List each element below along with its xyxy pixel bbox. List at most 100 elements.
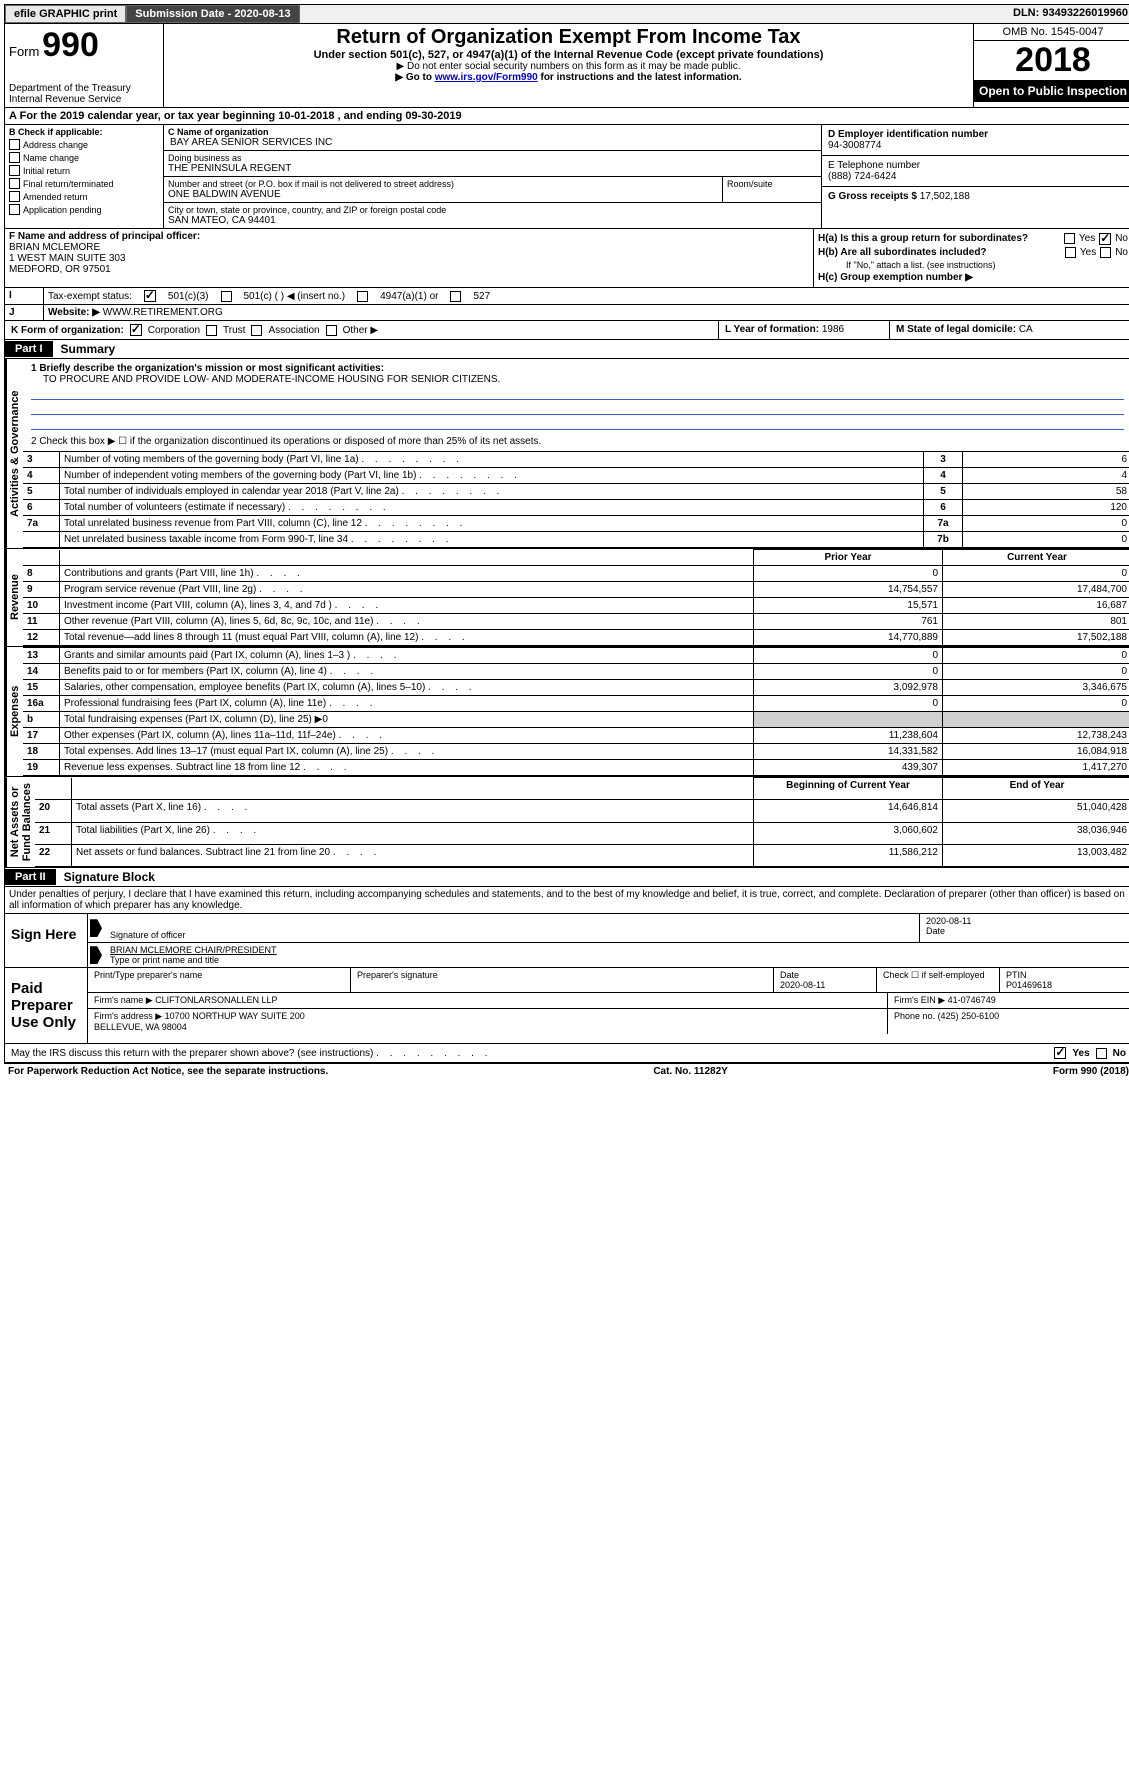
hb-yes-lbl: Yes: [1080, 247, 1096, 258]
chk-final-return[interactable]: [9, 178, 20, 189]
hb-yes[interactable]: [1065, 247, 1076, 258]
footer-right: Form 990 (2018): [1053, 1066, 1129, 1077]
tax-year: 2018: [974, 41, 1129, 80]
discuss-yes[interactable]: [1054, 1047, 1066, 1059]
box-k: K Form of organization: Corporation Trus…: [5, 321, 719, 339]
rule-line: [31, 385, 1124, 400]
chk-4947[interactable]: [357, 291, 368, 302]
dept-label: Department of the TreasuryInternal Reven…: [9, 83, 159, 105]
lbl-name-change: Name change: [23, 153, 79, 163]
dots: . . . . . . . . .: [376, 1048, 491, 1059]
ha-no[interactable]: [1099, 233, 1111, 245]
open-inspection: Open to Public Inspection: [974, 80, 1129, 102]
box-f-label: F Name and address of principal officer:: [9, 231, 809, 242]
boxk-label: K Form of organization:: [11, 325, 124, 336]
room-label: Room/suite: [723, 177, 821, 202]
chk-amended[interactable]: [9, 191, 20, 202]
lbl-application: Application pending: [23, 205, 102, 215]
website-label: Website: ▶: [48, 307, 100, 318]
tax-exempt-row: I Tax-exempt status: 501(c)(3) 501(c) ( …: [4, 288, 1129, 305]
lbl-corp: Corporation: [148, 325, 200, 336]
firm-ein-label: Firm's EIN ▶: [894, 995, 945, 1005]
discuss-yes-lbl: Yes: [1072, 1048, 1089, 1059]
prep-h2: Preparer's signature: [357, 970, 438, 980]
form-number: 990: [42, 26, 99, 64]
dln-label: DLN: 93493226019960: [1009, 5, 1129, 23]
dba-label: Doing business as: [168, 153, 817, 163]
sig-date: 2020-08-11: [926, 916, 1126, 926]
firm-phone: (425) 250-6100: [938, 1011, 1000, 1021]
submission-date-button[interactable]: Submission Date - 2020-08-13: [126, 5, 299, 23]
form-header: Form 990 Department of the TreasuryInter…: [4, 24, 1129, 108]
lbl-501c3: 501(c)(3): [168, 291, 209, 302]
part-i-title: Summary: [53, 340, 124, 358]
boxl-label: L Year of formation:: [725, 324, 819, 335]
box-c-label: C Name of organization: [168, 127, 817, 137]
footer-mid: Cat. No. 11282Y: [653, 1066, 727, 1077]
city-value: SAN MATEO, CA 94401: [168, 215, 817, 226]
lbl-501c: 501(c) ( ) ◀ (insert no.): [244, 291, 346, 302]
box-b: B Check if applicable: Address change Na…: [5, 125, 164, 228]
box-l: L Year of formation: 1986: [719, 321, 890, 339]
lbl-initial-return: Initial return: [23, 166, 70, 176]
lbl-address-change: Address change: [23, 140, 88, 150]
boxm-label: M State of legal domicile:: [896, 324, 1016, 335]
sign-arrow-icon: [90, 946, 102, 964]
vtab-activities: Activities & Governance: [5, 359, 23, 548]
prep-ptin: P01469618: [1006, 980, 1052, 990]
lbl-other: Other ▶: [343, 325, 378, 336]
form-word: Form: [9, 44, 39, 59]
chk-initial-return[interactable]: [9, 165, 20, 176]
prep-h5: PTIN: [1006, 970, 1027, 980]
hb-note: If "No," attach a list. (see instruction…: [818, 260, 1128, 270]
prep-date: 2020-08-11: [780, 980, 825, 990]
chk-address-change[interactable]: [9, 139, 20, 150]
line-2-text: 2 Check this box ▶ ☐ if the organization…: [31, 436, 1124, 447]
efile-button[interactable]: efile GRAPHIC print: [5, 5, 126, 23]
klm-row: K Form of organization: Corporation Trus…: [4, 321, 1129, 340]
hc-label: H(c) Group exemption number ▶: [818, 272, 1128, 283]
sub3-pre: ▶ Go to: [395, 72, 434, 83]
line-1-label: 1 Briefly describe the organization's mi…: [31, 363, 1124, 374]
prep-h1: Print/Type preparer's name: [94, 970, 202, 980]
rule-line: [31, 415, 1124, 430]
form-title: Return of Organization Exempt From Incom…: [170, 26, 967, 49]
firm-name: CLIFTONLARSONALLEN LLP: [155, 995, 277, 1005]
sig-date-label: Date: [926, 926, 1126, 936]
ha-yes[interactable]: [1064, 233, 1075, 244]
vtab-revenue: Revenue: [5, 549, 23, 646]
officer-addr2: MEDFORD, OR 97501: [9, 264, 809, 275]
officer-addr1: 1 WEST MAIN SUITE 303: [9, 253, 809, 264]
firm-addr-label: Firm's address ▶: [94, 1011, 162, 1021]
discuss-text: May the IRS discuss this return with the…: [11, 1048, 373, 1059]
form-subtitle-2: ▶ Do not enter social security numbers o…: [170, 61, 967, 72]
gross-label: G Gross receipts $: [828, 191, 917, 202]
discuss-no-lbl: No: [1113, 1048, 1126, 1059]
chk-application[interactable]: [9, 204, 20, 215]
hb-no[interactable]: [1100, 247, 1111, 258]
part-i-header: Part I Summary: [4, 340, 1129, 359]
chk-name-change[interactable]: [9, 152, 20, 163]
perjury-text: Under penalties of perjury, I declare th…: [4, 887, 1129, 914]
tax-year-text: For the 2019 calendar year, or tax year …: [20, 110, 462, 122]
preparer-title: Paid Preparer Use Only: [5, 968, 88, 1043]
chk-corp[interactable]: [130, 324, 142, 336]
phone-value: (888) 724-6424: [828, 171, 1126, 182]
lbl-527: 527: [473, 291, 490, 302]
chk-501c3[interactable]: [144, 290, 156, 302]
chk-527[interactable]: [450, 291, 461, 302]
chk-trust[interactable]: [206, 325, 217, 336]
sig-officer-label: Signature of officer: [110, 930, 913, 940]
chk-assoc[interactable]: [251, 325, 262, 336]
irs-link[interactable]: www.irs.gov/Form990: [435, 72, 538, 83]
sign-here-block: Sign Here Signature of officer 2020-08-1…: [4, 914, 1129, 968]
sig-name: BRIAN MCLEMORE CHAIR/PRESIDENT: [110, 945, 1126, 955]
website-row: J Website: ▶ WWW.RETIREMENT.ORG: [4, 305, 1129, 321]
chk-501c[interactable]: [221, 291, 232, 302]
chk-other[interactable]: [326, 325, 337, 336]
section-netassets: Net Assets or Fund Balances Beginning of…: [4, 777, 1129, 868]
preparer-block: Paid Preparer Use Only Print/Type prepar…: [4, 968, 1129, 1044]
part-ii-title: Signature Block: [56, 868, 163, 886]
omb-number: OMB No. 1545-0047: [974, 24, 1129, 41]
discuss-no[interactable]: [1096, 1048, 1107, 1059]
